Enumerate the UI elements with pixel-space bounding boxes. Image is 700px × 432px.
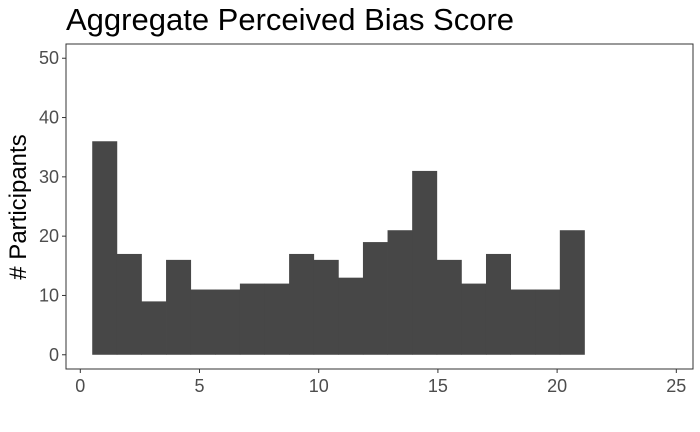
y-tick-label: 30 bbox=[39, 167, 59, 187]
histogram-bar bbox=[412, 170, 438, 355]
x-tick-label: 15 bbox=[428, 376, 448, 396]
histogram-bar bbox=[116, 253, 142, 355]
histogram-bar bbox=[166, 259, 192, 355]
y-tick-label: 0 bbox=[49, 345, 59, 365]
histogram-bar bbox=[289, 253, 315, 355]
histogram-bar bbox=[559, 230, 585, 355]
histogram-bar bbox=[92, 141, 118, 355]
x-tick-label: 20 bbox=[547, 376, 567, 396]
histogram-bar bbox=[215, 289, 241, 355]
histogram-bar bbox=[535, 289, 561, 355]
histogram-bar bbox=[510, 289, 536, 355]
histogram-bar bbox=[239, 283, 265, 355]
x-tick-label: 10 bbox=[309, 376, 329, 396]
histogram-bars bbox=[92, 141, 585, 355]
x-tick-label: 5 bbox=[194, 376, 204, 396]
y-tick-label: 10 bbox=[39, 285, 59, 305]
histogram-bar bbox=[362, 242, 388, 355]
histogram-bar bbox=[436, 259, 462, 355]
histogram-bar bbox=[387, 230, 413, 355]
plot-panel-border bbox=[65, 43, 694, 370]
histogram-bar bbox=[485, 253, 512, 355]
y-axis-title: # Participants bbox=[5, 134, 32, 279]
y-tick-label: 50 bbox=[39, 48, 59, 68]
histogram-bar bbox=[141, 301, 167, 355]
histogram-bar bbox=[338, 277, 364, 355]
y-tick-label: 40 bbox=[39, 108, 59, 128]
histogram-bar bbox=[461, 283, 487, 355]
histogram-bar bbox=[190, 289, 216, 355]
histogram-bar bbox=[313, 259, 339, 355]
chart-title: Aggregate Perceived Bias Score bbox=[66, 2, 515, 37]
y-tick-label: 20 bbox=[39, 226, 59, 246]
x-tick-label: 25 bbox=[666, 376, 686, 396]
histogram-bar bbox=[264, 283, 290, 355]
y-axis: 0 10 20 30 40 50 bbox=[39, 48, 66, 365]
x-axis: 0 5 10 15 20 25 bbox=[75, 369, 686, 396]
x-tick-label: 0 bbox=[75, 376, 85, 396]
